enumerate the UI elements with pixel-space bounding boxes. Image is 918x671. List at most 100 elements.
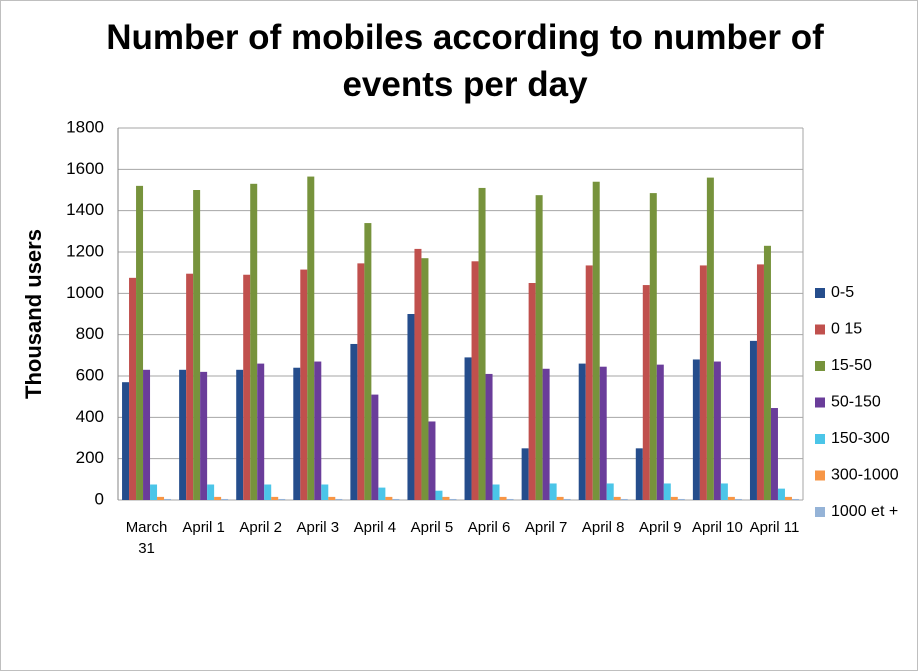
legend-swatch <box>815 324 825 335</box>
bar <box>521 448 529 500</box>
bar <box>143 369 151 500</box>
bar <box>478 187 486 500</box>
bar <box>335 498 343 500</box>
y-tick-label: 1400 <box>66 200 104 219</box>
bar <box>549 483 557 500</box>
bar <box>435 490 443 500</box>
bar <box>150 484 158 500</box>
bar <box>528 283 536 500</box>
bar <box>164 498 172 500</box>
bar <box>720 483 728 500</box>
bar <box>485 373 493 500</box>
x-tick-label: March 31 <box>125 519 168 557</box>
y-tick-label: 800 <box>76 324 104 343</box>
bar <box>129 277 137 500</box>
y-tick-label: 200 <box>76 448 104 467</box>
bar <box>300 269 308 500</box>
x-tick-label: April 10 <box>691 519 743 536</box>
bar <box>642 285 650 500</box>
bar <box>585 265 593 500</box>
bar <box>414 248 422 500</box>
bar <box>777 488 785 500</box>
bar <box>663 483 671 500</box>
y-axis-label: Thousand users <box>21 229 46 399</box>
bar <box>471 261 479 500</box>
y-tick-label: 1600 <box>66 159 104 178</box>
bar <box>186 273 194 500</box>
legend-swatch <box>815 361 825 371</box>
bar <box>763 245 771 500</box>
bar <box>278 498 286 500</box>
bar <box>713 361 721 500</box>
legend-label: 15-50 <box>831 357 872 374</box>
bar <box>784 496 792 500</box>
bar <box>293 367 301 500</box>
bar <box>670 496 678 500</box>
x-tick-label: April 7 <box>524 519 568 536</box>
bar <box>442 496 450 500</box>
bar <box>492 484 500 500</box>
bar <box>271 496 279 500</box>
bar <box>556 496 564 500</box>
legend-swatch <box>815 434 825 444</box>
bar <box>378 487 386 500</box>
legend-label: 300-1000 <box>831 467 899 484</box>
bar <box>357 263 365 500</box>
bar <box>207 484 215 500</box>
bar <box>264 484 272 500</box>
bar <box>770 408 778 500</box>
x-tick-label: April 11 <box>749 519 800 536</box>
x-tick-label: April 9 <box>639 519 682 536</box>
bar <box>699 265 707 500</box>
x-tick-label: April 4 <box>353 519 397 536</box>
chart-title: Number of mobiles according to number of… <box>106 18 824 104</box>
legend-label: 1000 et + <box>831 503 898 520</box>
bar <box>193 190 201 500</box>
legend-swatch <box>815 397 825 408</box>
bar <box>449 498 457 500</box>
bar <box>499 496 507 500</box>
bar <box>656 364 664 500</box>
legend-swatch <box>815 288 825 298</box>
bar <box>727 496 735 500</box>
legend-label: 50-150 <box>831 394 881 411</box>
bar <box>620 498 628 500</box>
x-tick-label: April 2 <box>239 519 282 536</box>
y-tick-label: 1200 <box>66 241 104 260</box>
bar <box>592 181 600 500</box>
bar <box>535 195 543 500</box>
x-tick-label: April 6 <box>467 519 511 536</box>
x-tick-label: April 8 <box>581 519 625 536</box>
bar <box>613 496 621 500</box>
bar <box>236 369 244 500</box>
bar <box>157 496 165 500</box>
x-tick-label: April 3 <box>296 519 340 536</box>
bar <box>599 366 607 500</box>
bar <box>706 177 714 500</box>
bar <box>392 498 400 500</box>
bar <box>506 498 514 500</box>
bar <box>136 185 144 500</box>
x-tick-label: April 5 <box>410 519 454 536</box>
bar <box>756 264 764 500</box>
legend-label: 150-300 <box>831 430 890 447</box>
bar <box>407 314 415 500</box>
bar <box>749 340 757 500</box>
bar <box>385 496 393 500</box>
y-tick-label: 1800 <box>66 117 104 136</box>
bar <box>179 369 187 500</box>
bar <box>563 498 571 500</box>
bar <box>606 483 614 500</box>
bar <box>200 371 208 500</box>
bar <box>635 448 643 500</box>
bar <box>321 484 329 500</box>
bar <box>221 498 229 500</box>
bar <box>677 498 685 500</box>
bar <box>122 382 130 500</box>
bar <box>791 498 799 500</box>
bar <box>214 496 222 500</box>
y-tick-label: 0 <box>95 489 104 508</box>
y-tick-label: 400 <box>76 407 104 426</box>
y-tick-label: 1000 <box>66 283 104 302</box>
x-tick-label: April 1 <box>182 519 225 536</box>
